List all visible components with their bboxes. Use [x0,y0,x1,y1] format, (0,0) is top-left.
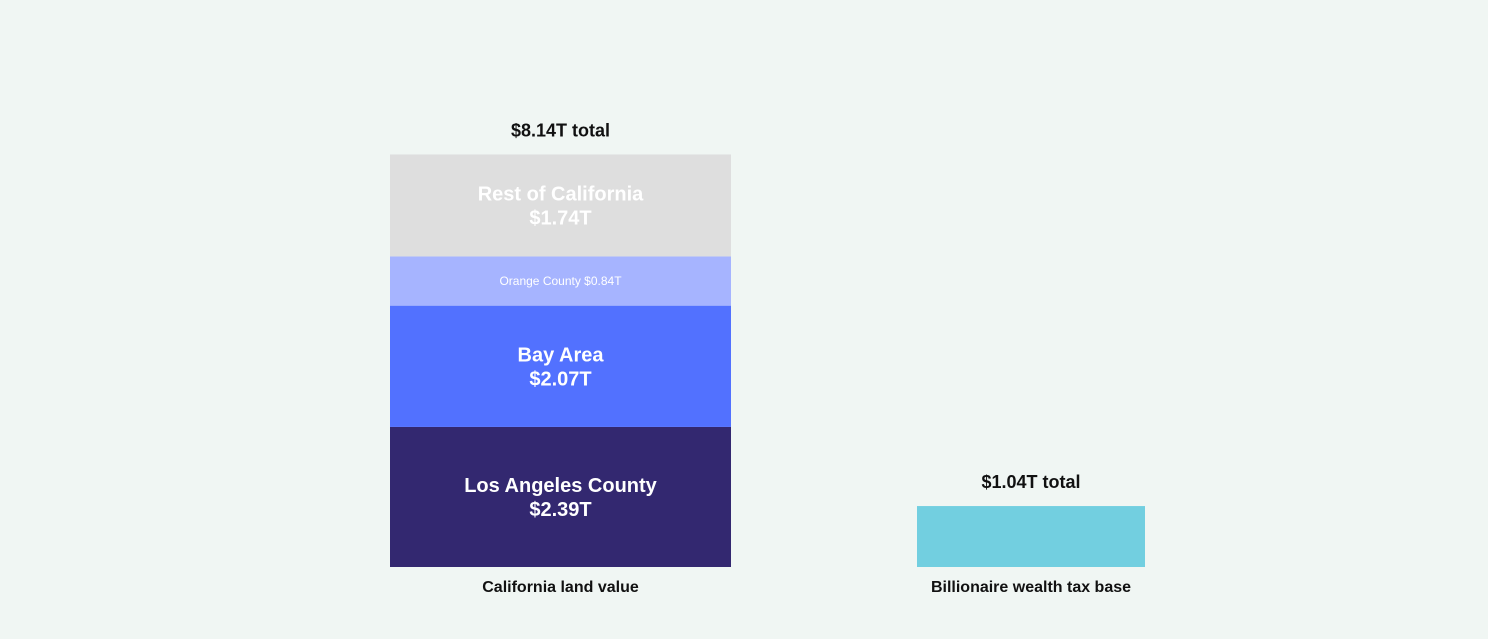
total-label-billionaire-wealth-tax-base: $1.04T total [981,472,1080,492]
segment-name-bay-area: Bay Area [518,344,605,366]
segment-value-bay-area: $2.07T [529,368,591,390]
segment-value-rest-of-california: $1.74T [529,207,591,229]
segment-los-angeles-county [390,426,731,567]
bar-billionaire-wealth-tax-base: $1.04T total Billionaire wealth tax base [917,472,1145,596]
segment-label-orange-county: Orange County $0.84T [499,274,622,288]
bar-california-land-value: Los Angeles County$2.39T Bay Area$2.07T Or… [390,120,731,596]
segment-name-rest-of-california: Rest of California [478,183,644,205]
total-label-california-land-value: $8.14T total [511,120,610,140]
segment-rest-of-california [390,154,731,257]
category-label-california-land-value: California land value [482,579,639,596]
segment-name-los-angeles-county: Los Angeles County [464,475,657,497]
segment-orange-county [390,256,731,306]
segment-billionaire-wealth-tax-base [917,506,1145,567]
category-label-billionaire-wealth-tax-base: Billionaire wealth tax base [931,579,1131,596]
segment-bay-area [390,305,731,427]
segment-value-los-angeles-county: $2.39T [529,499,591,521]
